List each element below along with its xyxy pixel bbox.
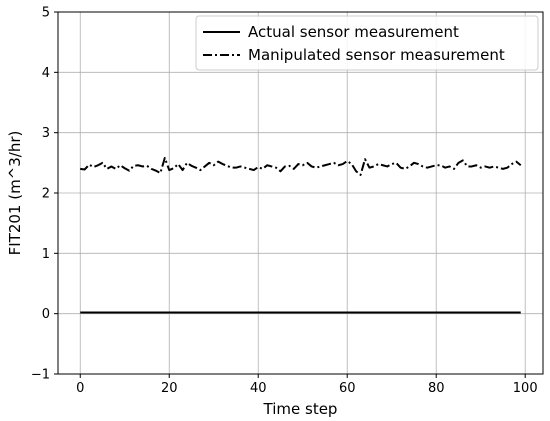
y-tick-label: 1 [42,247,50,262]
series-layer [80,157,522,314]
legend-box [195,15,539,71]
y-tick-label: 4 [42,66,50,81]
y-tick-label: 3 [42,126,50,141]
x-tick-label: 0 [76,381,84,396]
legend-label-actual: Actual sensor measurement [248,23,459,41]
series-line-1 [80,157,522,176]
y-axis-title: FIT201 (m^3/hr) [6,131,24,256]
x-tick-label: 100 [513,381,538,396]
legend-label-manipulated: Manipulated sensor measurement [248,46,505,64]
x-tick-label: 60 [339,381,356,396]
x-tick-label: 40 [250,381,267,396]
y-tick-label: 2 [42,187,50,202]
x-tick-label: 20 [161,381,178,396]
axis-ticks: 0 20 40 60 80 100 −1 0 1 2 3 4 5 [31,6,538,397]
y-tick-label: 0 [42,307,50,322]
y-tick-label: −1 [31,368,50,383]
legend: Actual sensor measurement Manipulated se… [195,15,539,71]
y-tick-label: 5 [42,6,50,21]
x-tick-label: 80 [428,381,445,396]
x-axis-title: Time step [263,400,338,418]
